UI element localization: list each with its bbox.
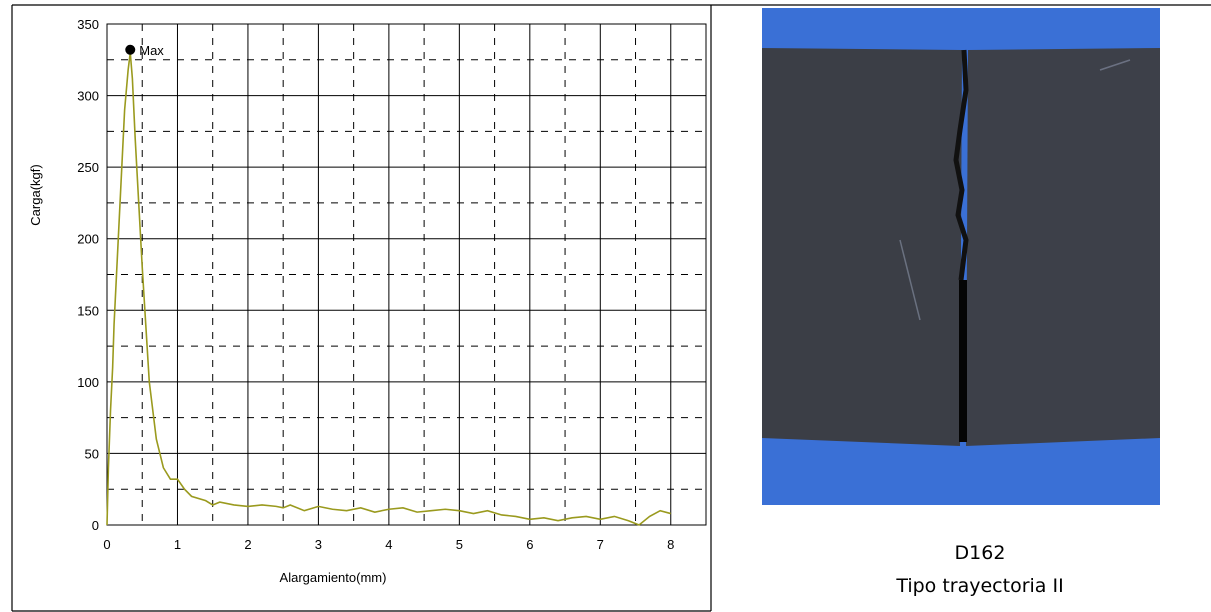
max-marker [125,44,136,55]
x-tick-label: 6 [526,537,533,552]
x-tick-label: 7 [597,537,604,552]
crack [953,49,969,281]
x-axis-label: Alargamiento(mm) [280,570,387,585]
y-tick-label: 300 [77,89,99,104]
notch [959,280,967,442]
y-tick-label: 250 [77,160,99,175]
plate-right [966,48,1160,446]
x-tick-label: 5 [456,537,463,552]
y-tick-label: 0 [92,518,99,533]
y-tick-label: 50 [85,446,99,461]
caption-text: Tipo trayectoria II [895,575,1063,597]
y-tick-label: 150 [77,303,99,318]
y-tick-label: 100 [77,375,99,390]
x-tick-label: 8 [667,537,674,552]
plot-frame [106,23,707,526]
scratch [1099,59,1131,71]
plate-left [762,48,962,446]
y-tick-label: 350 [77,17,99,32]
photo [762,8,1160,505]
x-tick-label: 3 [315,537,322,552]
caption-id: D162 [955,542,1006,564]
table-borders [11,4,1211,612]
y-tick-label: 200 [77,232,99,247]
max-label: Max [139,43,164,58]
chart: Alargamiento(mm) Carga(kgf) 0 1 2 3 4 5 6 7 8 0 50… [28,17,707,585]
x-tick-label: 2 [244,537,251,552]
y-axis-label: Carga(kgf) [28,164,43,225]
x-tick-label: 0 [103,537,110,552]
data-line [106,52,671,526]
x-tick-label: 4 [385,537,392,552]
scratch [899,239,921,321]
x-tick-label: 1 [174,537,181,552]
